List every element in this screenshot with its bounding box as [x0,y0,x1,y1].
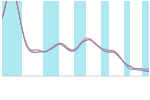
Bar [74,1,86,76]
Bar [2,1,22,76]
Bar [101,1,109,76]
Bar [43,1,59,76]
Bar [142,1,150,76]
Bar [124,1,130,76]
